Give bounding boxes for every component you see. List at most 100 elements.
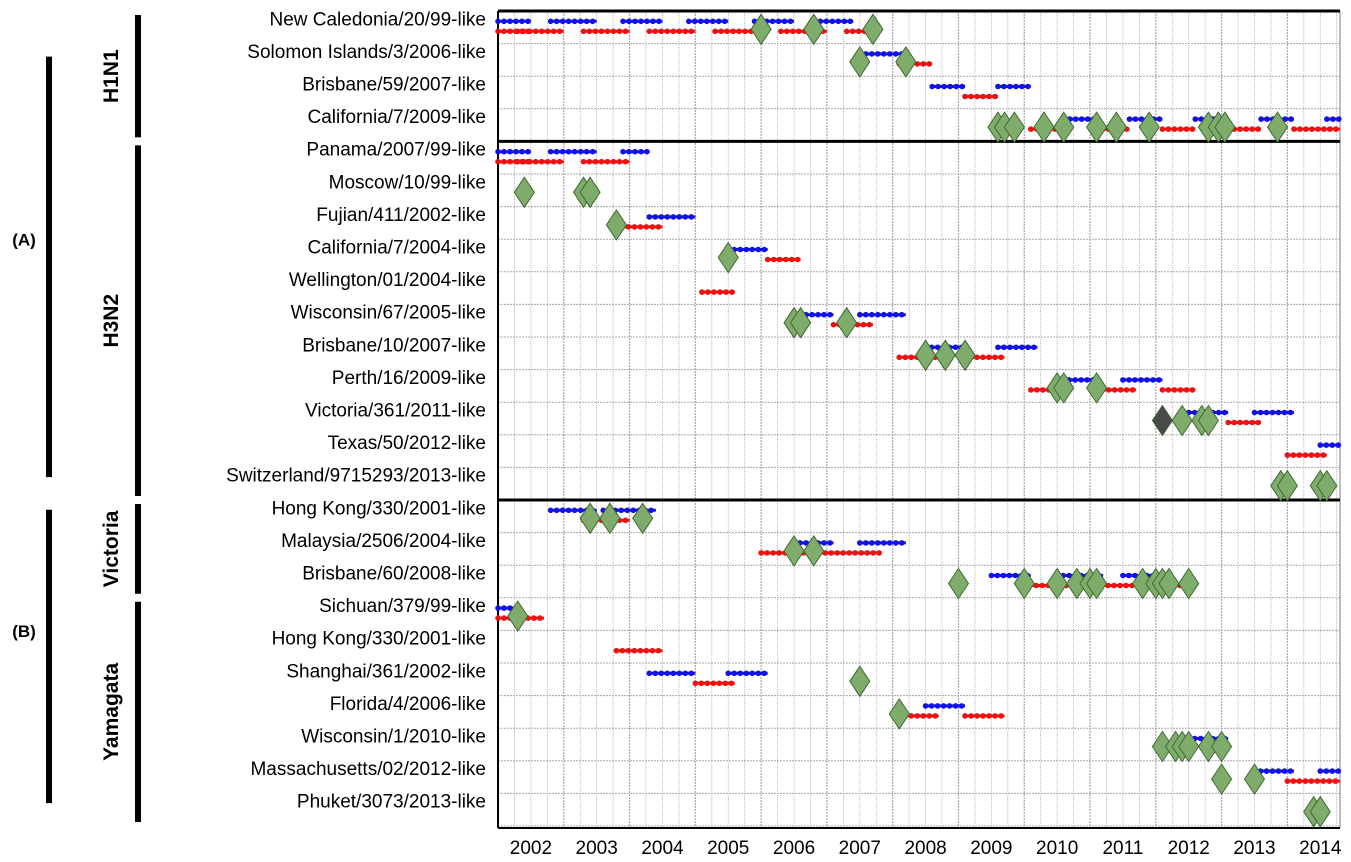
green-diamond-marker: [1086, 371, 1108, 404]
green-diamond-marker: [507, 600, 529, 633]
blue-period-bar: [856, 540, 906, 546]
strain-label: Wellington/01/2004-like: [289, 270, 486, 291]
green-diamond-marker: [1086, 111, 1108, 144]
green-diamond-marker: [1210, 730, 1233, 763]
strain-label: Perth/16/2009-like: [332, 368, 486, 389]
green-diamond-marker: [1309, 795, 1331, 828]
year-tick-label: 2008: [904, 838, 946, 859]
year-tick-label: 2014: [1299, 838, 1342, 859]
green-diamond-marker: [1046, 567, 1068, 600]
green-diamond-marker: [1086, 567, 1108, 600]
strain-label: Florida/4/2006-like: [330, 694, 486, 715]
blue-period-bar: [1324, 116, 1342, 122]
green-diamond-marker: [1178, 567, 1200, 600]
blue-period-bar: [685, 18, 729, 25]
green-diamond-marker: [836, 306, 858, 339]
subtype-label: Yamagata: [100, 663, 123, 761]
red-period-bar: [1284, 778, 1340, 784]
green-diamond-marker: [1053, 111, 1075, 144]
strain-label: Massachusetts/02/2012-like: [250, 759, 486, 780]
red-period-bar: [1284, 452, 1327, 458]
blue-period-bar: [856, 311, 906, 318]
blue-period-bar: [1317, 442, 1342, 448]
red-period-bar: [646, 28, 696, 35]
blue-period-bar: [547, 148, 597, 155]
blue-period-bar: [495, 148, 531, 155]
green-diamond-marker: [888, 697, 910, 730]
green-diamond-marker: [1276, 469, 1298, 502]
green-diamond-marker: [513, 176, 535, 209]
blue-period-bar: [922, 703, 966, 709]
green-diamond-marker: [605, 208, 628, 241]
row-labels: New Caledonia/20/99-like Solomon Islands/…: [226, 9, 486, 812]
green-diamond-marker: [803, 13, 825, 46]
green-diamond-marker: [1197, 404, 1220, 437]
red-period-bar: [962, 93, 998, 100]
blue-period-bar: [1251, 768, 1294, 774]
green-diamond-marker: [947, 567, 970, 600]
red-period-bar: [1225, 419, 1262, 426]
green-diamond-marker: [789, 306, 812, 339]
strain-label: Brisbane/59/2007-like: [302, 75, 486, 96]
green-diamond-marker: [1053, 371, 1075, 404]
year-tick-label: 2011: [1102, 838, 1143, 859]
blue-period-bar: [646, 214, 696, 220]
red-period-bar: [1159, 387, 1196, 393]
green-diamond-marker: [895, 45, 917, 78]
year-tick-label: 2003: [576, 838, 618, 859]
red-period-bar: [580, 28, 630, 35]
year-tick-label: 2012: [1168, 838, 1210, 859]
green-diamond-marker: [849, 665, 871, 698]
subtype-label: Victoria: [100, 510, 123, 587]
strain-label: New Caledonia/20/99-like: [269, 9, 486, 30]
blue-period-bar: [995, 83, 1031, 90]
group-brackets: H1N1 H3N2 Victoria Yamagata (A) (B): [12, 15, 141, 822]
green-diamond-marker: [1316, 469, 1338, 502]
strain-label: Victoria/361/2011-like: [305, 401, 486, 422]
green-diamond-marker: [803, 534, 825, 567]
blue-period-bar: [620, 18, 663, 25]
red-period-bar: [962, 713, 1005, 719]
strain-label: Wisconsin/1/2010-like: [301, 727, 486, 748]
green-diamond-marker: [1178, 730, 1200, 763]
strain-label: Panama/2007/99-like: [306, 140, 486, 161]
green-diamond-marker: [1266, 111, 1289, 144]
blue-period-bar: [1317, 768, 1342, 774]
strain-label: Sichuan/379/99-like: [319, 596, 486, 617]
strain-label: Shanghai/361/2002-like: [286, 661, 486, 682]
green-diamond-marker: [1105, 111, 1127, 144]
year-tick-label: 2013: [1233, 838, 1275, 859]
year-tick-label: 2009: [970, 838, 1012, 859]
red-period-bar: [514, 28, 564, 35]
blue-period-bar: [620, 148, 650, 155]
blue-period-bar: [725, 670, 768, 677]
green-diamond-marker: [849, 45, 871, 78]
strain-label: Solomon Islands/3/2006-like: [247, 42, 486, 63]
blue-period-bar: [725, 246, 768, 253]
dark-diamond-marker: [1151, 404, 1173, 437]
red-period-bar: [1291, 126, 1340, 132]
strain-label: Phuket/3073/2013-like: [297, 792, 486, 813]
year-tick-label: 2004: [641, 838, 684, 859]
green-diamond-marker: [1210, 763, 1233, 796]
year-tick-label: 2010: [1036, 838, 1078, 859]
strain-label: Switzerland/9715293/2013-like: [226, 466, 486, 487]
green-diamond-marker: [1171, 404, 1193, 437]
green-diamond-marker: [579, 176, 601, 209]
green-diamond-marker: [1138, 111, 1160, 144]
strain-label: Texas/50/2012-like: [328, 433, 486, 454]
green-diamond-marker: [1158, 567, 1180, 600]
red-period-bar: [699, 289, 735, 295]
year-tick-label: 2006: [773, 838, 815, 859]
group-label: (B): [12, 622, 36, 641]
strain-label: Hong Kong/330/2001-like: [272, 498, 486, 519]
data-marks: [495, 13, 1342, 828]
green-diamond-marker: [1243, 763, 1266, 796]
subtype-label: H1N1: [100, 49, 123, 103]
strain-label: Hong Kong/330/2001-like: [272, 629, 486, 650]
subtype-label: H3N2: [100, 294, 123, 348]
strain-label: Wisconsin/67/2005-like: [291, 303, 486, 324]
green-diamond-marker: [579, 502, 601, 535]
red-period-bar: [1159, 126, 1196, 132]
